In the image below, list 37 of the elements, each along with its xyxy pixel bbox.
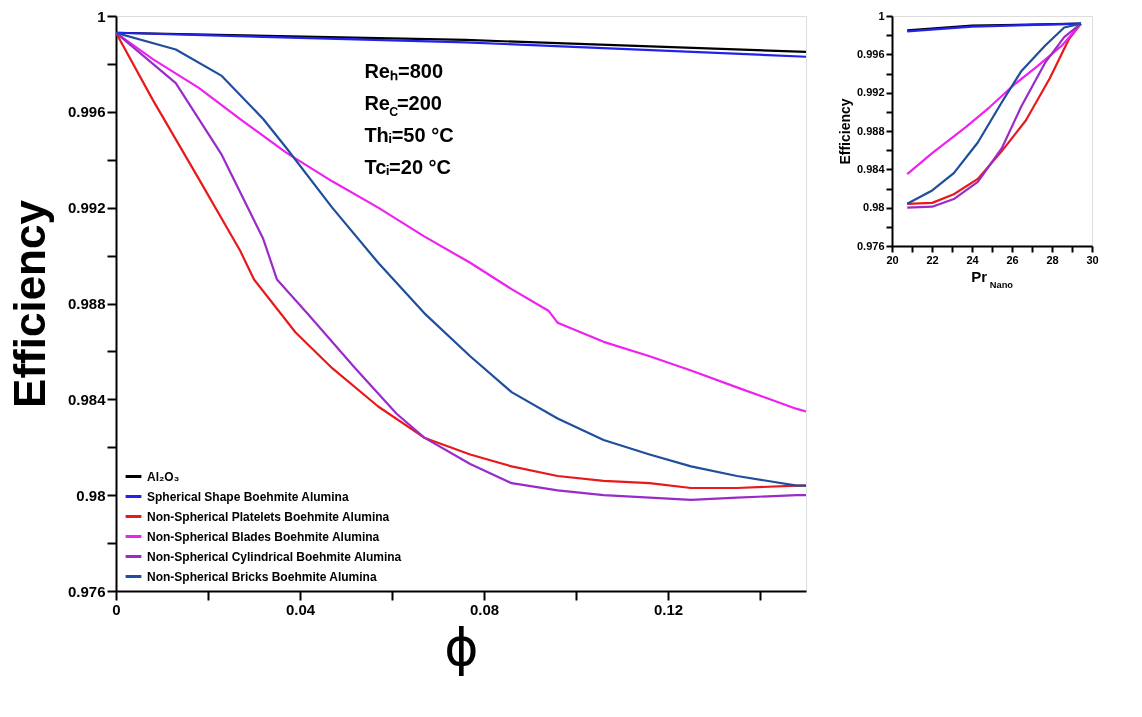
annotation: Reₕ=800 xyxy=(364,60,444,82)
x-tick-label: 0.12 xyxy=(653,600,684,618)
annotation: Thᵢ=50 °C xyxy=(364,124,454,146)
y-tick-label: 1 xyxy=(97,7,106,25)
y-tick-label: 0.992 xyxy=(67,199,106,217)
x-tick-label: 28 xyxy=(1046,253,1059,266)
y-tick-label: 0.996 xyxy=(67,103,106,121)
y-axis-title: Efficiency xyxy=(4,199,54,408)
y-tick-label: 0.988 xyxy=(856,124,885,137)
y-tick-label: 0.984 xyxy=(856,162,886,175)
legend-label: Al₂O₃ xyxy=(147,469,180,484)
y-tick-label: 1 xyxy=(878,9,885,22)
y-tick-label: 0.988 xyxy=(67,295,106,312)
x-tick-label: 0 xyxy=(112,600,121,618)
legend-label: Non-Spherical Bricks Boehmite Alumina xyxy=(147,569,377,584)
y-tick-label: 0.976 xyxy=(67,582,106,600)
annotation: Tcᵢ=20 °C xyxy=(364,156,452,178)
x-tick-label: 0.08 xyxy=(469,600,500,618)
y-axis-title: Efficiency xyxy=(836,98,853,165)
x-tick-label: 22 xyxy=(926,253,939,266)
y-tick-label: 0.984 xyxy=(67,390,107,408)
legend-label: Spherical Shape Boehmite Alumina xyxy=(147,489,349,504)
x-tick-label: 0.04 xyxy=(285,600,316,618)
x-tick-label: 24 xyxy=(966,253,980,266)
y-tick-label: 0.992 xyxy=(856,86,885,99)
legend-label: Non-Spherical Blades Boehmite Alumina xyxy=(147,529,380,544)
x-tick-label: 26 xyxy=(1006,253,1019,266)
legend-label: Non-Spherical Platelets Boehmite Alumina xyxy=(147,509,390,524)
line-series xyxy=(906,22,1083,176)
x-axis-title: ϕ xyxy=(444,616,479,677)
x-tick-label: 20 xyxy=(886,253,899,266)
y-tick-label: 0.98 xyxy=(76,486,106,504)
legend-label: Non-Spherical Cylindrical Boehmite Alumina xyxy=(147,549,402,564)
y-tick-label: 0.996 xyxy=(856,47,885,60)
x-tick-label: 30 xyxy=(1086,253,1099,266)
y-tick-label: 0.98 xyxy=(863,201,885,214)
y-tick-label: 0.976 xyxy=(856,239,885,252)
